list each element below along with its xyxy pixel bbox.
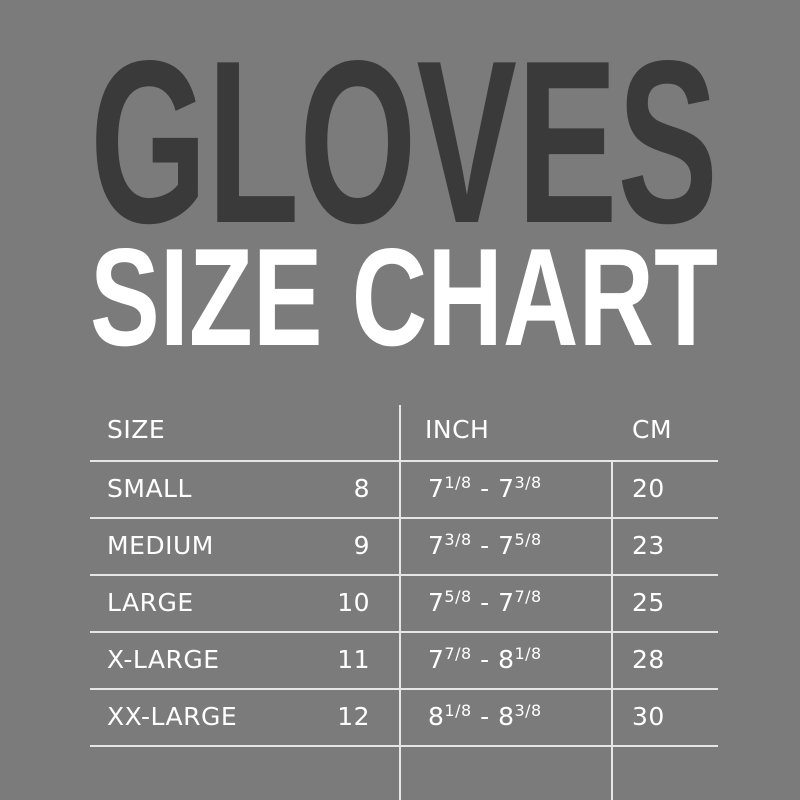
- row-divider: [90, 688, 718, 690]
- inch-to: 8: [498, 702, 515, 731]
- inch-to: 8: [498, 645, 515, 674]
- table-row-number: 11: [337, 645, 370, 674]
- table-row-inch: 81/8 - 83/8: [428, 701, 542, 731]
- row-divider: [90, 745, 718, 747]
- inch-to: 7: [498, 588, 515, 617]
- inch-from-fraction: 1/8: [444, 701, 472, 720]
- inch-from: 8: [428, 702, 445, 731]
- inch-to: 7: [498, 531, 515, 560]
- inch-to-fraction: 7/8: [514, 587, 542, 606]
- row-divider: [90, 460, 718, 462]
- table-row-number: 12: [337, 702, 370, 731]
- table-row-cm: 25: [632, 588, 665, 617]
- inch-to-fraction: 1/8: [514, 644, 542, 663]
- inch-from-fraction: 5/8: [444, 587, 472, 606]
- table-row-cm: 23: [632, 531, 665, 560]
- inch-from-fraction: 1/8: [444, 473, 472, 492]
- inch-from: 7: [428, 645, 445, 674]
- table-row-inch: 73/8 - 75/8: [428, 530, 542, 560]
- row-divider: [90, 517, 718, 519]
- column-divider: [611, 461, 613, 800]
- inch-from-fraction: 3/8: [444, 530, 472, 549]
- header-cm: CM: [632, 415, 673, 444]
- inch-to-fraction: 5/8: [514, 530, 542, 549]
- title-size-chart: SIZE CHART: [90, 220, 718, 360]
- inch-to: 7: [498, 474, 515, 503]
- table-row-size: X-LARGE: [107, 645, 220, 674]
- table-row-size: XX-LARGE: [107, 702, 238, 731]
- row-divider: [90, 574, 718, 576]
- header-size: SIZE: [107, 415, 166, 444]
- header-inch: INCH: [425, 415, 490, 444]
- inch-from-fraction: 7/8: [444, 644, 472, 663]
- table-row-inch: 71/8 - 73/8: [428, 473, 542, 503]
- inch-from: 7: [428, 474, 445, 503]
- inch-to-fraction: 3/8: [514, 473, 542, 492]
- table-row-size: SMALL: [107, 474, 192, 503]
- row-divider: [90, 631, 718, 633]
- table-row-size: MEDIUM: [107, 531, 214, 560]
- table-row-inch: 75/8 - 77/8: [428, 587, 542, 617]
- table-row-number: 10: [337, 588, 370, 617]
- title-graphic: GLOVES SIZE CHART: [90, 13, 718, 360]
- table-row-number: 8: [353, 474, 370, 503]
- inch-to-fraction: 3/8: [514, 701, 542, 720]
- table-row-inch: 77/8 - 81/8: [428, 644, 542, 674]
- table-row-size: LARGE: [107, 588, 194, 617]
- column-divider: [399, 405, 401, 800]
- title-gloves: GLOVES: [90, 13, 718, 272]
- table-row-cm: 20: [632, 474, 665, 503]
- inch-from: 7: [428, 588, 445, 617]
- table-row-number: 9: [353, 531, 370, 560]
- table-row-cm: 30: [632, 702, 665, 731]
- table-row-cm: 28: [632, 645, 665, 674]
- inch-from: 7: [428, 531, 445, 560]
